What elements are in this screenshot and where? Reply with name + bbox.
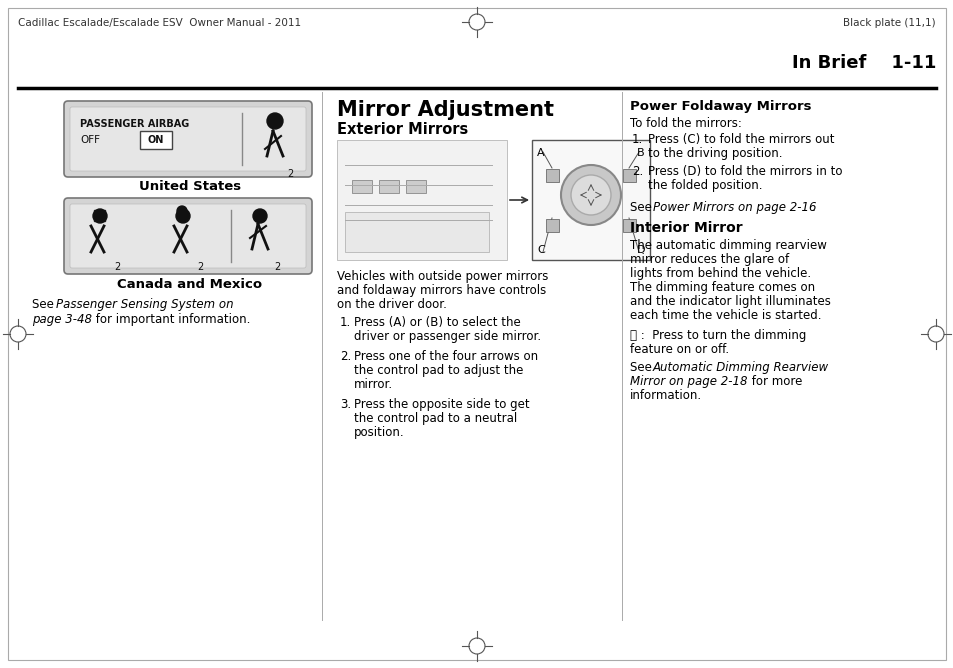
Text: Canada and Mexico: Canada and Mexico bbox=[117, 278, 262, 291]
Bar bbox=[622, 219, 636, 232]
FancyBboxPatch shape bbox=[336, 140, 506, 260]
Text: to the driving position.: to the driving position. bbox=[647, 147, 781, 160]
Circle shape bbox=[175, 209, 190, 223]
FancyBboxPatch shape bbox=[64, 101, 312, 177]
Text: Black plate (11,1): Black plate (11,1) bbox=[842, 18, 935, 28]
Bar bbox=[140, 131, 172, 149]
Text: .: . bbox=[811, 201, 815, 214]
Text: mirror reduces the glare of: mirror reduces the glare of bbox=[629, 253, 788, 266]
Bar bbox=[545, 169, 558, 182]
Text: Cadillac Escalade/Escalade ESV  Owner Manual - 2011: Cadillac Escalade/Escalade ESV Owner Man… bbox=[18, 18, 301, 28]
Text: the control pad to adjust the: the control pad to adjust the bbox=[354, 364, 523, 377]
Text: Mirror Adjustment: Mirror Adjustment bbox=[336, 100, 554, 120]
Text: To fold the mirrors:: To fold the mirrors: bbox=[629, 117, 741, 130]
Bar bbox=[532, 140, 649, 260]
Text: Passenger Sensing System on: Passenger Sensing System on bbox=[56, 298, 233, 311]
Text: position.: position. bbox=[354, 426, 404, 439]
Text: D: D bbox=[636, 245, 644, 255]
Text: See: See bbox=[629, 361, 655, 374]
Text: and the indicator light illuminates: and the indicator light illuminates bbox=[629, 295, 830, 308]
Bar bbox=[545, 219, 558, 232]
Text: feature on or off.: feature on or off. bbox=[629, 343, 728, 356]
Circle shape bbox=[177, 206, 187, 216]
Text: Press (D) to fold the mirrors in to: Press (D) to fold the mirrors in to bbox=[647, 165, 841, 178]
Text: 2: 2 bbox=[287, 169, 293, 179]
Text: information.: information. bbox=[629, 389, 701, 402]
Text: A: A bbox=[537, 148, 544, 158]
Text: Press (A) or (B) to select the: Press (A) or (B) to select the bbox=[354, 316, 520, 329]
Bar bbox=[345, 212, 489, 252]
Text: Interior Mirror: Interior Mirror bbox=[629, 221, 741, 235]
Text: 2.: 2. bbox=[631, 165, 642, 178]
Text: 2: 2 bbox=[274, 262, 280, 272]
Text: Automatic Dimming Rearview: Automatic Dimming Rearview bbox=[652, 361, 828, 374]
FancyBboxPatch shape bbox=[70, 204, 306, 268]
Text: and foldaway mirrors have controls: and foldaway mirrors have controls bbox=[336, 284, 546, 297]
Text: driver or passenger side mirror.: driver or passenger side mirror. bbox=[354, 330, 540, 343]
Text: Vehicles with outside power mirrors: Vehicles with outside power mirrors bbox=[336, 270, 548, 283]
Text: Press (C) to fold the mirrors out: Press (C) to fold the mirrors out bbox=[647, 133, 834, 146]
Text: OFF: OFF bbox=[80, 135, 100, 145]
Text: 1.: 1. bbox=[631, 133, 642, 146]
Text: Power Mirrors on page 2-16: Power Mirrors on page 2-16 bbox=[652, 201, 816, 214]
Text: United States: United States bbox=[139, 180, 241, 193]
Text: 2: 2 bbox=[196, 262, 203, 272]
Text: Press the opposite side to get: Press the opposite side to get bbox=[354, 398, 529, 411]
Text: Press one of the four arrows on: Press one of the four arrows on bbox=[354, 350, 537, 363]
Circle shape bbox=[92, 209, 107, 223]
Text: ON: ON bbox=[148, 135, 164, 145]
Text: each time the vehicle is started.: each time the vehicle is started. bbox=[629, 309, 821, 322]
Text: The dimming feature comes on: The dimming feature comes on bbox=[629, 281, 814, 294]
Text: PASSENGER AIRBAG: PASSENGER AIRBAG bbox=[80, 119, 189, 129]
Bar bbox=[352, 180, 372, 193]
Circle shape bbox=[267, 113, 283, 129]
Text: 2: 2 bbox=[113, 262, 120, 272]
Text: See: See bbox=[32, 298, 57, 311]
Text: ⏻ :  Press to turn the dimming: ⏻ : Press to turn the dimming bbox=[629, 329, 805, 342]
Circle shape bbox=[253, 209, 267, 223]
Text: 2.: 2. bbox=[339, 350, 351, 363]
Text: 3.: 3. bbox=[339, 398, 351, 411]
Text: B: B bbox=[637, 148, 644, 158]
Circle shape bbox=[571, 175, 610, 215]
Text: The automatic dimming rearview: The automatic dimming rearview bbox=[629, 239, 826, 252]
Text: the control pad to a neutral: the control pad to a neutral bbox=[354, 412, 517, 425]
Text: lights from behind the vehicle.: lights from behind the vehicle. bbox=[629, 267, 810, 280]
Text: for more: for more bbox=[747, 375, 801, 388]
Text: on the driver door.: on the driver door. bbox=[336, 298, 446, 311]
Circle shape bbox=[560, 165, 620, 225]
FancyBboxPatch shape bbox=[70, 107, 306, 171]
Text: mirror.: mirror. bbox=[354, 378, 393, 391]
Bar bbox=[622, 169, 636, 182]
Text: the folded position.: the folded position. bbox=[647, 179, 761, 192]
Bar bbox=[406, 180, 426, 193]
Text: C: C bbox=[537, 245, 544, 255]
Text: 1.: 1. bbox=[339, 316, 351, 329]
Bar bbox=[378, 180, 398, 193]
Text: In Brief    1-11: In Brief 1-11 bbox=[791, 54, 935, 72]
Text: page 3-48: page 3-48 bbox=[32, 313, 91, 326]
Text: Mirror on page 2-18: Mirror on page 2-18 bbox=[629, 375, 747, 388]
Text: Power Foldaway Mirrors: Power Foldaway Mirrors bbox=[629, 100, 811, 113]
Text: for important information.: for important information. bbox=[91, 313, 250, 326]
Text: Exterior Mirrors: Exterior Mirrors bbox=[336, 122, 468, 137]
FancyBboxPatch shape bbox=[64, 198, 312, 274]
Text: See: See bbox=[629, 201, 655, 214]
